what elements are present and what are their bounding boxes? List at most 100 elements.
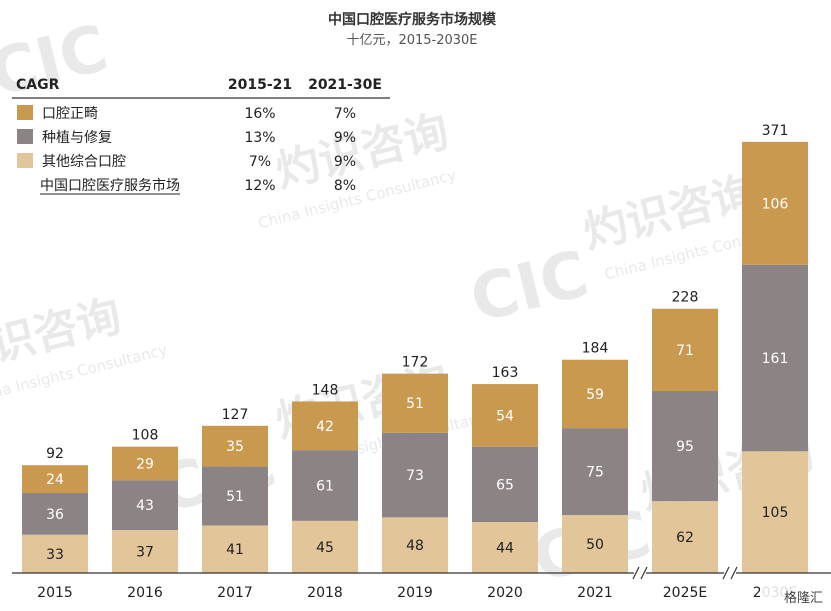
- cagr-header-col2: 2021-30E: [308, 77, 382, 93]
- cagr-row-name: 种植与修复: [42, 129, 112, 146]
- bar-stack-2020: 44 65 54 163: [472, 365, 538, 573]
- watermark-logo: CIC: [0, 12, 115, 112]
- data-label: 73: [406, 468, 424, 484]
- bar-segment: [562, 428, 628, 516]
- bar-segment: [742, 141, 808, 265]
- bar-segment: [112, 530, 178, 573]
- bar-segment: [22, 465, 88, 494]
- data-label: 61: [316, 478, 334, 494]
- cagr-row-value-2021-30e: 9%: [334, 130, 356, 146]
- x-axis-ticks: 20152016201720182019202020212025E2030E: [37, 585, 797, 601]
- bar-segment: [292, 401, 358, 451]
- cagr-row-value-2021-30e: 9%: [334, 154, 356, 170]
- bar-segment: [652, 501, 718, 573]
- bar-segment: [562, 359, 628, 429]
- total-label: 163: [492, 365, 519, 381]
- bar-segment: [292, 450, 358, 521]
- data-label: 35: [226, 439, 244, 455]
- bar-segment: [472, 446, 538, 523]
- data-label: 36: [46, 507, 64, 523]
- bar-segment: [652, 391, 718, 502]
- cagr-legend-swatch: [17, 153, 33, 168]
- bar-stack-2017: 41 51 35 127: [202, 407, 268, 573]
- cagr-row-value-2015-21: 13%: [244, 130, 275, 146]
- cagr-table: CAGR 2015-21 2021-30E 口腔正畸 16% 7% 种植与修复 13% 9…: [12, 77, 390, 195]
- bar-segment: [742, 451, 808, 573]
- watermark-logo: CIC: [463, 237, 595, 337]
- data-label: 62: [676, 530, 694, 546]
- total-label: 108: [132, 428, 159, 444]
- total-label: 228: [672, 290, 699, 306]
- bar-stack-2025E: 62 95 71 228: [652, 290, 718, 573]
- total-label: 184: [582, 341, 609, 357]
- chart-subtitle: 十亿元，2015-2030E: [346, 33, 477, 48]
- x-tick-label: 2018: [307, 585, 343, 601]
- bar-segment: [202, 466, 268, 526]
- x-tick-label: 2020: [487, 585, 523, 601]
- cagr-row-value-2021-30e: 7%: [334, 106, 356, 122]
- bar-segment: [652, 308, 718, 392]
- data-label: 33: [46, 547, 64, 563]
- bar-segment: [382, 432, 448, 518]
- bar-segment: [112, 446, 178, 481]
- data-label: 48: [406, 538, 424, 554]
- data-label: 50: [586, 537, 604, 553]
- bar-segment: [22, 534, 88, 573]
- total-label: 172: [402, 355, 429, 371]
- bar-segment: [202, 525, 268, 573]
- bar-segment: [112, 480, 178, 531]
- axis-break-mark: [632, 566, 648, 580]
- total-label: 148: [312, 382, 339, 398]
- cagr-row-name: 其他综合口腔: [42, 154, 126, 170]
- cagr-row-name: 中国口腔医疗服务市场: [40, 177, 180, 194]
- source-logo: 格隆汇: [784, 590, 823, 606]
- data-label: 75: [586, 465, 604, 481]
- chart-title: 中国口腔医疗服务市场规模: [328, 11, 497, 28]
- x-tick-label: 2019: [397, 585, 433, 601]
- data-label: 54: [496, 408, 514, 424]
- data-label: 106: [762, 196, 789, 212]
- x-tick-label: 2016: [127, 585, 163, 601]
- cagr-row-value-2015-21: 7%: [249, 154, 271, 170]
- bar-segment: [22, 493, 88, 535]
- bar-segment: [202, 425, 268, 467]
- axis-break-mark: [722, 566, 738, 580]
- data-label: 43: [136, 498, 154, 514]
- cagr-row-value-2015-21: 12%: [244, 178, 275, 194]
- source-logo-bg: [760, 584, 831, 611]
- bars: 33 36 24 92 37 43 29 108 41 51 35 127 45 61 42 148 48 73 5…: [22, 123, 808, 573]
- bar-segment: [382, 517, 448, 573]
- total-label: 371: [762, 123, 789, 139]
- bar-stack-2021: 50 75 59 184: [562, 341, 628, 573]
- data-label: 71: [676, 343, 694, 359]
- cagr-legend-swatch: [17, 105, 33, 120]
- cagr-row-value-2021-30e: 8%: [334, 178, 356, 194]
- bar-stack-2016: 37 43 29 108: [112, 428, 178, 573]
- total-label: 92: [46, 446, 64, 462]
- axis-breaks: [632, 566, 738, 580]
- cagr-header-col1: 2015-21: [228, 77, 292, 93]
- data-label: 37: [136, 545, 154, 561]
- data-label: 42: [316, 419, 334, 435]
- data-label: 45: [316, 540, 334, 556]
- bar-stack-2030E: 105 161 106 371: [742, 123, 808, 573]
- cagr-row-value-2015-21: 16%: [244, 106, 275, 122]
- bar-segment: [472, 384, 538, 447]
- bar-stack-2018: 45 61 42 148: [292, 382, 358, 573]
- data-label: 65: [496, 477, 514, 493]
- data-label: 44: [496, 541, 514, 557]
- data-label: 51: [406, 396, 424, 412]
- data-label: 51: [226, 489, 244, 505]
- x-tick-label: 2015: [37, 585, 73, 601]
- data-label: 29: [136, 456, 154, 472]
- cagr-row-name: 口腔正畸: [42, 106, 98, 122]
- cagr-header-label: CAGR: [16, 77, 60, 93]
- bar-segment: [562, 515, 628, 573]
- bar-stack-2015: 33 36 24 92: [22, 446, 88, 573]
- x-tick-label: 2017: [217, 585, 253, 601]
- data-label: 59: [586, 387, 604, 403]
- bar-segment: [382, 373, 448, 433]
- x-tick-label: 2025E: [663, 585, 707, 601]
- data-label: 161: [762, 351, 789, 367]
